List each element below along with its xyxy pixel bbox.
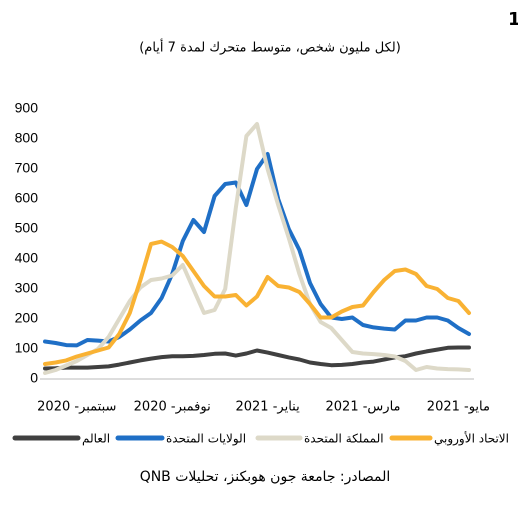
y-tick-label: 0 xyxy=(30,370,38,386)
y-tick-label: 100 xyxy=(15,340,39,356)
x-tick-label: مايو- 2021 xyxy=(427,400,490,415)
y-tick-label: 700 xyxy=(15,160,39,176)
y-tick-label: 600 xyxy=(15,190,39,206)
chart-subtitle: (لكل مليون شخص، متوسط متحرك لمدة 7 أيام) xyxy=(139,39,401,56)
chart-title: الرسم البياني 3: حالات الإصابة المؤكدة ا… xyxy=(508,9,518,30)
series-line xyxy=(43,122,471,375)
x-tick-label: نوفمبر- 2020 xyxy=(134,400,211,415)
series-line xyxy=(43,239,471,366)
legend-label: العالم xyxy=(82,432,110,446)
series-line xyxy=(43,152,471,348)
y-tick-label: 300 xyxy=(15,280,39,296)
y-tick-label: 800 xyxy=(15,130,39,146)
x-tick-label: مارس- 2021 xyxy=(326,400,401,415)
legend-label: المملكة المتحدة xyxy=(304,432,384,446)
source: المصادر: جامعة جون هوبكنز، تحليلات QNB xyxy=(140,469,391,485)
y-tick-label: 400 xyxy=(15,250,39,266)
y-tick-label: 200 xyxy=(15,310,39,326)
y-tick-label: 900 xyxy=(15,100,39,116)
y-tick-label: 500 xyxy=(15,220,39,236)
x-tick-label: سبتمبر- 2020 xyxy=(37,400,116,415)
legend-label: الاتحاد الأوروبي xyxy=(434,431,509,447)
x-tick-label: يناير- 2021 xyxy=(235,400,300,415)
series-line xyxy=(43,345,471,371)
legend-label: الولايات المتحدة xyxy=(166,432,246,447)
